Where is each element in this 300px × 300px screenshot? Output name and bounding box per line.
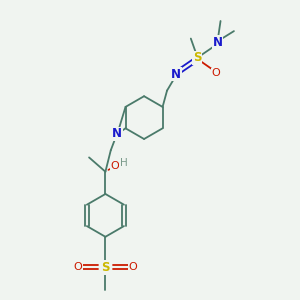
Text: S: S — [101, 261, 110, 274]
Text: H: H — [120, 158, 128, 168]
Text: O: O — [111, 161, 119, 171]
Text: N: N — [171, 68, 181, 81]
Text: O: O — [128, 262, 137, 272]
Text: O: O — [212, 68, 220, 78]
Text: S: S — [193, 51, 202, 64]
Text: N: N — [213, 36, 223, 49]
Text: O: O — [74, 262, 82, 272]
Text: N: N — [112, 128, 122, 140]
